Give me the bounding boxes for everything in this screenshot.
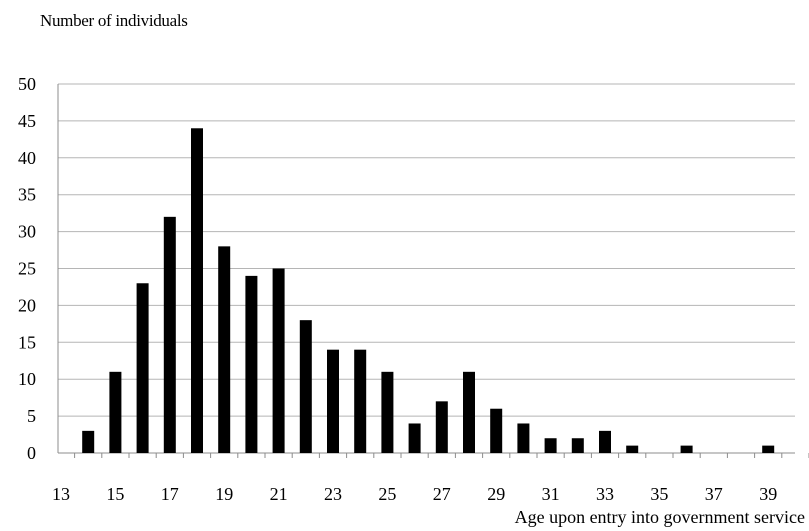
bar-age-31	[544, 438, 557, 453]
bar-age-16	[136, 283, 149, 453]
x-tick-label: 31	[542, 484, 560, 504]
x-tick-labels: 13 15 17 19 21 23 25 27 29 31 33 35 37 39	[52, 484, 777, 504]
y-tick-label: 40	[18, 148, 36, 168]
bar-age-27	[435, 401, 448, 453]
bar-age-17	[163, 216, 176, 453]
bar-age-18	[191, 128, 203, 453]
bar-age-14	[82, 430, 95, 453]
bar-age-32	[571, 438, 584, 453]
bar-age-34	[626, 445, 639, 453]
bar-age-24	[354, 349, 367, 453]
x-tick-label: 35	[650, 484, 668, 504]
y-tick-label: 20	[18, 295, 36, 315]
bar-age-28	[463, 371, 475, 453]
y-tick-label: 0	[27, 443, 36, 463]
bar-age-39	[762, 445, 775, 453]
y-tick-label: 35	[18, 185, 36, 205]
bar-age-20	[245, 275, 258, 453]
x-tick-label: 25	[378, 484, 396, 504]
bar-age-26	[408, 423, 421, 453]
x-tick-label: 39	[759, 484, 777, 504]
y-tick-label: 45	[18, 111, 36, 131]
y-tick-label: 10	[18, 369, 36, 389]
x-tick-label: 21	[270, 484, 288, 504]
y-tick-label: 15	[18, 332, 36, 352]
y-tick-label: 25	[18, 259, 36, 279]
x-tick-label: 37	[705, 484, 723, 504]
bars	[82, 128, 775, 453]
x-tick-label: 27	[433, 484, 451, 504]
x-tick-label: 13	[52, 484, 70, 504]
x-tick-label: 29	[487, 484, 505, 504]
bar-age-22	[299, 320, 312, 453]
x-tick-label: 19	[215, 484, 233, 504]
x-tick-label: 17	[161, 484, 179, 504]
x-tick-label: 23	[324, 484, 342, 504]
y-tick-label: 5	[27, 406, 36, 426]
y-tick-label: 50	[18, 74, 36, 94]
bar-age-19	[218, 246, 231, 453]
bar-age-29	[490, 408, 503, 453]
y-tick-label: 30	[18, 222, 36, 242]
bar-age-33	[599, 430, 611, 453]
bar-age-25	[381, 371, 394, 453]
bar-age-23	[327, 349, 339, 453]
bar-age-21	[272, 268, 285, 453]
x-axis-label: Age upon entry into government service	[514, 507, 805, 527]
bar-age-36	[680, 445, 693, 453]
x-tick-label: 15	[106, 484, 124, 504]
y-axis-label: Number of individuals	[40, 11, 188, 30]
bar-age-30	[517, 423, 530, 453]
bar-age-15	[109, 371, 122, 453]
y-tick-labels: 0 5 10 15 20 25 30 35 40 45 50	[18, 74, 36, 463]
gridlines	[57, 83, 809, 458]
x-tick-label: 33	[596, 484, 614, 504]
